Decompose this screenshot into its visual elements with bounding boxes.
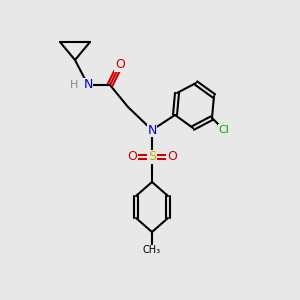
Text: Cl: Cl xyxy=(219,125,230,135)
Text: CH₃: CH₃ xyxy=(143,245,161,255)
Text: N: N xyxy=(147,124,157,136)
Text: S: S xyxy=(148,151,156,164)
Text: H: H xyxy=(70,80,78,90)
Text: O: O xyxy=(167,151,177,164)
Text: O: O xyxy=(127,151,137,164)
Text: N: N xyxy=(83,79,93,92)
Text: O: O xyxy=(115,58,125,71)
